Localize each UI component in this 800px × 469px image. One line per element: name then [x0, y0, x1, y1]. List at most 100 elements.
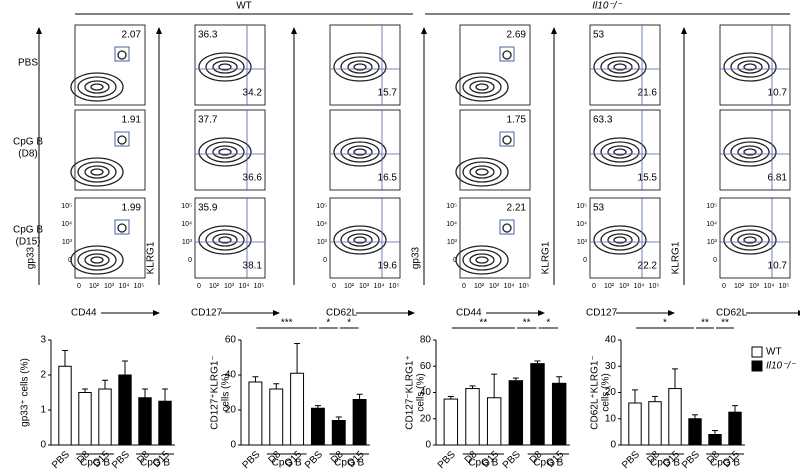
contour	[205, 141, 245, 163]
flow-x-tick: 10⁴	[374, 283, 385, 290]
flow-x-tick: 10⁴	[239, 283, 250, 290]
flow-plot: 1.75	[455, 109, 531, 191]
quadrant-value: 6.81	[768, 173, 788, 184]
flow-plot: 10.7	[719, 24, 791, 106]
y-tick-label: 0	[230, 440, 236, 451]
gate	[114, 131, 130, 147]
plot-frame	[459, 24, 531, 106]
flow-y-tick: 10⁴	[181, 221, 192, 228]
flow-x-tick: 10⁴	[119, 283, 130, 290]
flow-plot: 53 21.6	[589, 24, 661, 106]
flow-plot: 36.3 34.2	[194, 24, 266, 106]
group-label: CpG B	[710, 458, 740, 469]
flow-x-tick: 0	[77, 283, 81, 290]
y-tick-label: 20	[420, 413, 432, 424]
y-tick-label: 60	[420, 361, 432, 372]
y-axis-label: CD62L⁺KLRG1⁻	[590, 355, 601, 429]
flow-x-tick: 0	[332, 283, 336, 290]
contour	[77, 249, 117, 271]
flow-y-tick: 10⁴	[706, 221, 717, 228]
y-tick-label: 40	[420, 387, 432, 398]
contour	[117, 223, 127, 233]
y-tick-label: 40	[605, 335, 617, 346]
contour	[475, 168, 489, 176]
contour	[607, 60, 633, 74]
gate	[499, 219, 515, 235]
bar	[728, 411, 742, 446]
contour	[117, 50, 127, 60]
flow-x-tick: 10⁵	[389, 283, 400, 290]
flow-plot: 6.81	[719, 109, 791, 191]
flow-x-tick: 10⁵	[649, 283, 660, 290]
flow-x-tick: 10²	[604, 283, 615, 290]
contour	[340, 56, 380, 78]
bar	[58, 365, 72, 446]
contour	[90, 256, 104, 264]
contour	[117, 135, 127, 145]
x-axis-label: CD62L	[326, 308, 358, 319]
y-tick-label: 20	[225, 405, 237, 416]
bar	[708, 434, 722, 446]
y-axis-label: cells (%)	[416, 373, 427, 411]
flow-x-tick: 10⁵	[134, 283, 145, 290]
gate-value: 2.07	[122, 30, 142, 41]
flow-y-tick: 10⁵	[61, 203, 72, 210]
gate	[114, 46, 130, 62]
contour	[205, 56, 245, 78]
contour	[212, 145, 238, 159]
contour	[502, 135, 512, 145]
contour	[600, 56, 640, 78]
flow-plot: 1.91	[70, 109, 146, 191]
flow-y-tick: 0	[453, 257, 457, 264]
contour	[70, 157, 124, 187]
bar	[138, 397, 152, 446]
bar	[628, 402, 642, 446]
flow-plot: 2.21	[455, 197, 531, 279]
contour	[218, 148, 232, 156]
flow-x-tick: 0	[722, 283, 726, 290]
bar	[530, 363, 545, 446]
quadrant-value: 35.9	[198, 203, 218, 214]
gate	[499, 131, 515, 147]
flow-x-tick: 10³	[489, 283, 500, 290]
contour	[607, 233, 633, 247]
contour	[743, 148, 757, 156]
contour	[475, 256, 489, 264]
group-label: CpG B	[334, 458, 364, 469]
contour	[737, 145, 763, 159]
contour	[475, 83, 489, 91]
contour	[502, 50, 512, 60]
contour	[333, 52, 387, 82]
flow-x-tick: 10⁵	[519, 283, 530, 290]
contour	[198, 52, 252, 82]
contour	[84, 80, 110, 94]
bar	[551, 382, 567, 446]
row-label: (D8)	[18, 149, 37, 160]
y-axis-label: KLRG1	[146, 241, 157, 274]
y-tick-label: 2	[40, 370, 46, 381]
gate	[499, 46, 515, 62]
bar	[443, 398, 459, 446]
flow-x-tick: 10²	[344, 283, 355, 290]
y-axis-label: CD127⁻KLRG1⁺	[405, 355, 416, 429]
flow-plot: 53 22.2	[589, 197, 661, 279]
x-tick-label: PBS	[110, 449, 132, 469]
x-axis-label: CD127	[586, 308, 618, 319]
flow-y-tick: 10³	[707, 239, 718, 246]
flow-y-tick: 10⁵	[181, 203, 192, 210]
flow-y-tick: 0	[323, 257, 327, 264]
significance-label: **	[701, 318, 709, 329]
quadrant-value: 36.3	[198, 30, 218, 41]
x-tick-label: PBS	[620, 449, 642, 469]
bar	[352, 399, 367, 446]
bar	[98, 388, 112, 446]
flow-plot: 37.7 36.6	[194, 109, 266, 191]
quadrant-value: 38.1	[243, 261, 263, 272]
flow-y-tick: 10³	[62, 239, 73, 246]
flow-y-tick: 10⁴	[316, 221, 327, 228]
quadrant-value: 19.6	[378, 261, 398, 272]
flow-x-tick: 0	[197, 283, 201, 290]
contour	[730, 56, 770, 78]
flow-x-tick: 10³	[224, 283, 235, 290]
flow-x-tick: 10³	[104, 283, 115, 290]
